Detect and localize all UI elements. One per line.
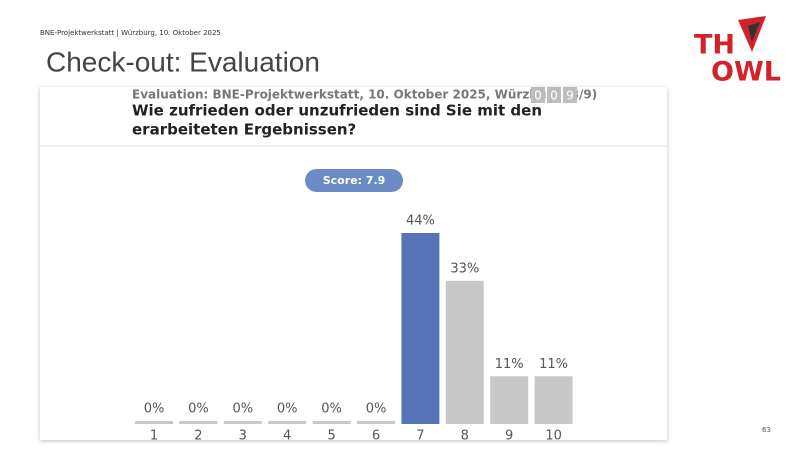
value-label: 33% xyxy=(450,261,479,276)
value-label: 11% xyxy=(495,357,524,372)
value-label: 11% xyxy=(539,357,568,372)
poll-card xyxy=(40,87,667,440)
logo-shape-inner xyxy=(748,22,760,42)
counter-box xyxy=(563,87,577,103)
x-tick-label: 10 xyxy=(545,429,562,444)
x-tick-label: 4 xyxy=(283,429,291,444)
bar xyxy=(534,376,573,424)
bar xyxy=(357,421,395,424)
value-label: 0% xyxy=(232,402,253,417)
x-tick-label: 5 xyxy=(327,429,335,444)
x-tick-label: 8 xyxy=(461,429,469,444)
x-tick-label: 9 xyxy=(505,429,513,444)
value-label: 0% xyxy=(188,402,209,417)
x-tick-label: 3 xyxy=(239,429,247,444)
bar xyxy=(490,376,529,424)
counter-digit: 0 xyxy=(534,89,542,103)
value-label: 0% xyxy=(366,402,387,417)
counter-box xyxy=(547,87,561,103)
bar xyxy=(179,421,218,424)
slide-title: Check-out: Evaluation xyxy=(46,46,320,77)
breadcrumb: BNE-Projektwerkstatt | Würzburg, 10. Okt… xyxy=(40,29,221,37)
counter-digit: 9 xyxy=(566,89,574,103)
logo-top: TH xyxy=(694,30,735,61)
bar xyxy=(401,233,440,424)
counter-box xyxy=(531,87,545,103)
bar xyxy=(268,421,307,424)
logo-bottom: OWL xyxy=(711,57,781,88)
bar xyxy=(135,421,173,424)
bar xyxy=(223,421,262,424)
x-tick-label: 6 xyxy=(372,429,380,444)
poll-subtitle: Evaluation: BNE-Projektwerkstatt, 10. Ok… xyxy=(132,88,597,102)
poll-question: Wie zufrieden oder unzufrieden sind Sie … xyxy=(132,102,542,120)
x-tick-label: 7 xyxy=(416,429,424,444)
x-tick-label: 2 xyxy=(194,429,202,444)
score: Score: 7.9 xyxy=(323,174,386,187)
bar xyxy=(312,421,351,424)
score-pill xyxy=(305,169,403,192)
bar xyxy=(445,280,484,424)
x-tick-label: 1 xyxy=(150,429,158,444)
value-label: 0% xyxy=(277,402,298,417)
value-label: 0% xyxy=(144,402,165,417)
page-number: 63 xyxy=(762,426,771,434)
poll-question: erarbeiteten Ergebnissen? xyxy=(132,121,356,139)
counter-digit: 0 xyxy=(550,89,558,103)
value-label: 0% xyxy=(321,402,342,417)
value-label: 44% xyxy=(406,214,435,229)
